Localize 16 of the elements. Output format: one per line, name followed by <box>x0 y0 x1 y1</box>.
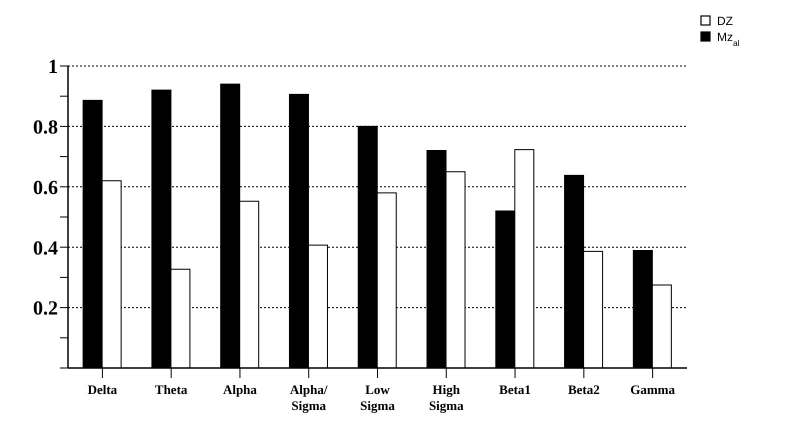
x-tick-label: High Sigma <box>428 382 464 413</box>
y-tick-label: 0.4 <box>33 237 58 260</box>
x-tick-label: Beta2 <box>568 382 600 397</box>
x-tick-label: Gamma <box>630 382 676 397</box>
y-tick-label: 0.2 <box>33 298 58 320</box>
y-tick-label: 1 <box>48 56 58 78</box>
legend-label: Mz$_{al}$ <box>717 30 740 48</box>
y-tick-label: 0.6 <box>33 176 58 199</box>
x-tick-label: Delta <box>88 382 118 397</box>
x-tick-label: Low Sigma <box>360 382 396 413</box>
x-tick-label: Theta <box>154 382 188 397</box>
x-tick-label: Alpha/ Sigma <box>290 382 328 413</box>
y-tick-label: 0.8 <box>33 116 58 138</box>
x-tick-label: Beta1 <box>499 382 531 397</box>
x-tick-label: Alpha <box>222 382 258 397</box>
legend-label: DZ <box>717 14 733 28</box>
